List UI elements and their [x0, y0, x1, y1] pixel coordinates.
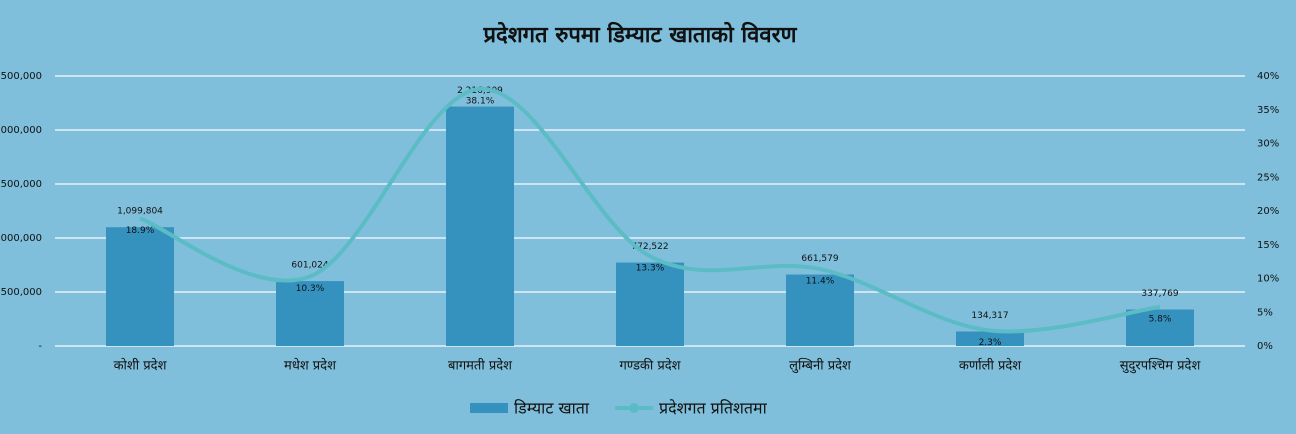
y-tick-label: 500,000: [1, 287, 42, 298]
y2-tick-label: 0%: [1257, 341, 1273, 352]
x-tick-label: कर्णाली प्रदेश: [959, 358, 1022, 374]
x-tick-label: लुम्बिनी प्रदेश: [789, 358, 852, 374]
bar-value-label: 772,522: [631, 242, 668, 252]
y-tick-label: 1,500,000: [0, 179, 42, 190]
line: [139, 86, 1161, 334]
y2-tick-label: 35%: [1257, 105, 1279, 116]
y2-tick-label: 25%: [1257, 172, 1279, 183]
line-value-label: 2.3%: [979, 338, 1002, 348]
y-tick-label: -: [38, 341, 42, 352]
bar: [446, 106, 514, 347]
bar: [616, 262, 684, 346]
line-value-label: 10.3%: [296, 284, 325, 294]
x-tick-label: मधेश प्रदेश: [284, 358, 337, 374]
y2-tick-label: 15%: [1257, 240, 1279, 251]
chart-title: प्रदेशगत रुपमा डिम्याट खाताको विवरण: [483, 21, 798, 48]
y2-tick-label: 40%: [1257, 71, 1279, 82]
line-value-label: 5.8%: [1149, 314, 1172, 324]
bar: [786, 274, 854, 346]
y2-tick-label: 30%: [1257, 139, 1279, 150]
x-tick-label: गण्डकी प्रदेश: [619, 358, 681, 374]
bar-value-label: 337,769: [1141, 289, 1178, 299]
line-value-label: 13.3%: [636, 264, 665, 274]
legend-label: डिम्याट खाता: [514, 399, 590, 418]
legend-marker: [628, 403, 639, 413]
x-tick-label: बागमती प्रदेश: [448, 358, 513, 374]
bar-value-label: 2,216,909: [457, 86, 503, 96]
y2-tick-label: 5%: [1257, 307, 1273, 318]
legend-label: प्रदेशगत प्रतिशतमा: [659, 399, 768, 418]
bar: [956, 331, 1024, 346]
line-value-label: 18.9%: [126, 226, 155, 236]
bar-value-label: 134,317: [971, 311, 1008, 321]
bar: [276, 281, 344, 346]
line-value-label: 38.1%: [466, 96, 495, 106]
legend-swatch: [470, 403, 508, 413]
y2-tick-label: 10%: [1257, 274, 1279, 285]
bar-value-label: 661,579: [801, 254, 838, 264]
bar-value-label: 1,099,804: [117, 207, 163, 217]
line-value-label: 11.4%: [806, 277, 835, 287]
y-tick-label: 1,000,000: [0, 233, 42, 244]
y-tick-label: 2,500,000: [0, 71, 42, 82]
x-tick-label: कोशी प्रदेश: [114, 358, 168, 374]
y-tick-label: 2,000,000: [0, 125, 42, 136]
bar: [106, 227, 174, 346]
bar: [1126, 309, 1194, 346]
y2-tick-label: 20%: [1257, 206, 1279, 217]
x-tick-label: सुदुरपश्चिम प्रदेश: [1120, 358, 1202, 374]
bar-value-label: 601,024: [291, 261, 328, 271]
